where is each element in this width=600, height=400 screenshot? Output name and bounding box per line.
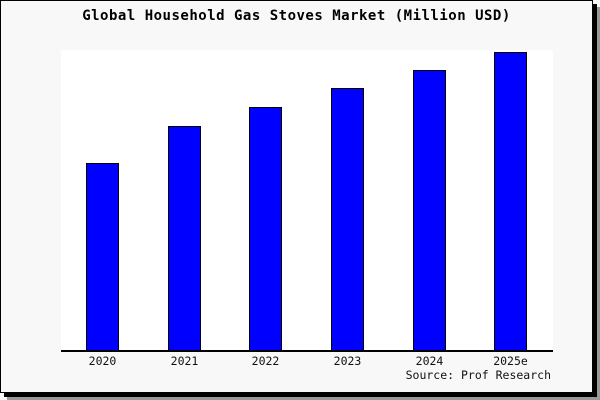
bar-2024 [413, 70, 446, 350]
x-tick-label-2021: 2021 [170, 354, 199, 368]
source-note: Source: Prof Research [405, 368, 551, 382]
chart-title: Global Household Gas Stoves Market (Mill… [82, 8, 511, 24]
x-tick-label-2023: 2023 [333, 354, 362, 368]
bar-2020 [86, 163, 119, 350]
x-tick-label-2020: 2020 [88, 354, 117, 368]
bar-2023 [331, 88, 364, 350]
x-tick-label-2025e: 2025e [493, 354, 528, 368]
x-tick-label-2022: 2022 [251, 354, 280, 368]
plot-area [61, 50, 553, 352]
bar-2022 [249, 107, 282, 350]
bar-2025e [494, 52, 527, 350]
x-tick-label-2024: 2024 [415, 354, 444, 368]
bar-2021 [168, 126, 201, 350]
chart-frame: Global Household Gas Stoves Market (Mill… [0, 0, 593, 393]
